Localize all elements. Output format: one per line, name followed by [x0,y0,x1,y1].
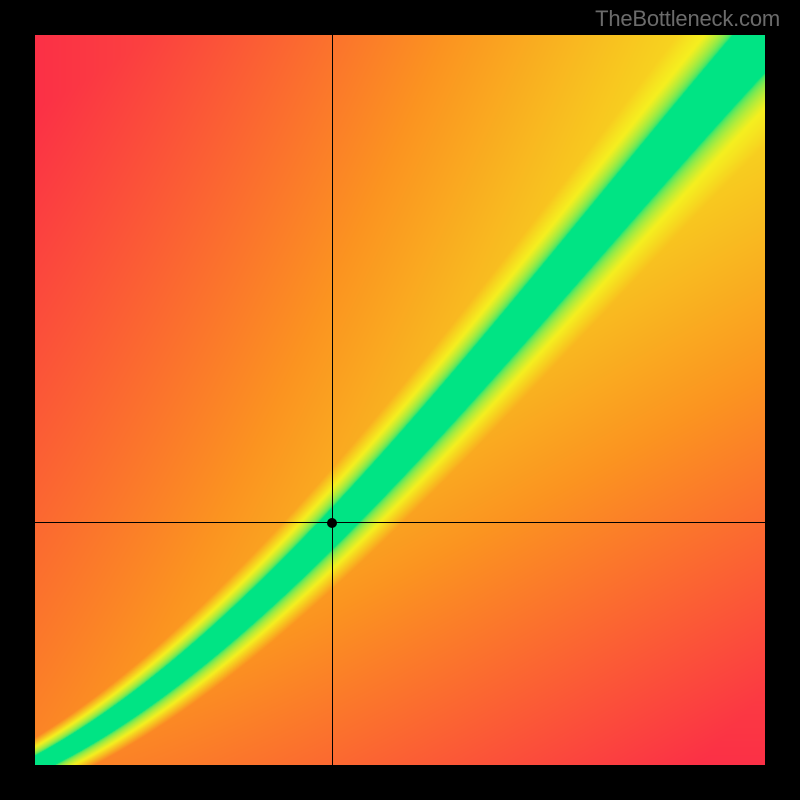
crosshair-dot [327,518,337,528]
crosshair-horizontal [35,522,765,523]
crosshair-vertical [332,35,333,765]
heatmap-canvas [35,35,765,765]
chart-root: TheBottleneck.com [0,0,800,800]
heatmap-region [35,35,765,765]
plot-frame [0,0,800,800]
watermark-text: TheBottleneck.com [595,6,780,32]
